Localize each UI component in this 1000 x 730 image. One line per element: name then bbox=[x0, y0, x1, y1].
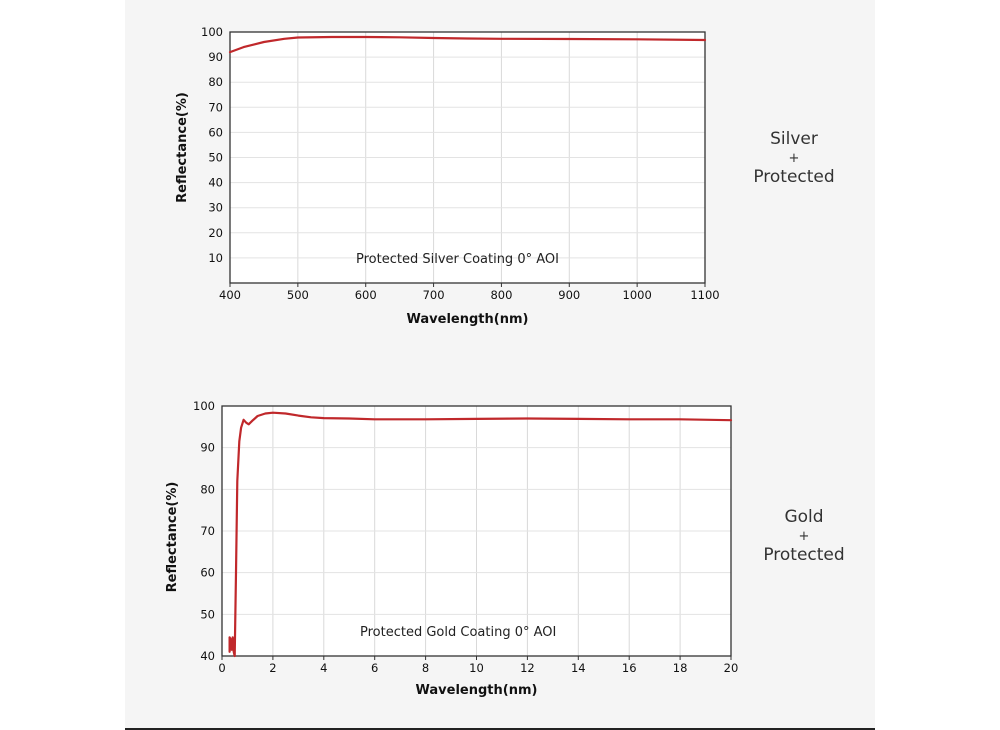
gold-y-axis-title: Reflectance(%) bbox=[165, 482, 180, 593]
silver-x-tick-label: 400 bbox=[219, 288, 241, 302]
gold-x-tick-label: 20 bbox=[724, 661, 739, 675]
gold-side-label-metal: Gold bbox=[784, 507, 824, 527]
gold-y-tick-label: 40 bbox=[200, 649, 215, 663]
silver-x-tick-label: 600 bbox=[355, 288, 377, 302]
silver-series-line bbox=[228, 35, 707, 54]
gold-side-label-plus: + bbox=[798, 529, 810, 544]
silver-y-tick-label: 20 bbox=[208, 226, 223, 240]
silver-side-label-plus: + bbox=[788, 151, 800, 166]
silver-side-label-protected: Protected bbox=[753, 167, 835, 187]
gold-y-tick-label: 60 bbox=[200, 566, 215, 580]
silver-annotation: Protected Silver Coating 0° AOI bbox=[356, 252, 559, 267]
silver-y-tick-label: 50 bbox=[208, 151, 223, 165]
silver-x-tick-label: 800 bbox=[490, 288, 512, 302]
gold-y-tick-label: 80 bbox=[200, 482, 215, 496]
gold-x-tick-label: 10 bbox=[469, 661, 484, 675]
silver-reflectance-chart: 400 500 600 700 800 900 1000 1100 10 20 30 40 50 60 70… bbox=[175, 25, 720, 327]
silver-x-tick-label: 700 bbox=[423, 288, 445, 302]
silver-y-tick-label: 90 bbox=[208, 50, 223, 64]
gold-grid bbox=[222, 406, 731, 656]
gold-y-tick-label: 100 bbox=[193, 399, 215, 413]
silver-series bbox=[228, 35, 707, 54]
gold-x-tick-label: 18 bbox=[673, 661, 688, 675]
gold-annotation: Protected Gold Coating 0° AOI bbox=[360, 625, 556, 640]
gold-x-tick-label: 12 bbox=[520, 661, 535, 675]
gold-side-label: Gold + Protected bbox=[724, 508, 884, 565]
gold-series bbox=[228, 411, 733, 658]
gold-x-tick-label: 16 bbox=[622, 661, 637, 675]
silver-x-tick-label: 1100 bbox=[690, 288, 719, 302]
silver-y-tick-label: 10 bbox=[208, 251, 223, 265]
gold-labels: 0 2 4 6 8 10 12 14 16 18 20 40 50 60 70 80 90 100 Waveleng… bbox=[165, 399, 738, 698]
silver-y-tick-label: 100 bbox=[201, 25, 223, 39]
silver-labels: 400 500 600 700 800 900 1000 1100 10 20 30 40 50 60 70… bbox=[175, 25, 720, 327]
silver-y-tick-label: 80 bbox=[208, 75, 223, 89]
gold-x-tick-label: 14 bbox=[571, 661, 586, 675]
gold-side-label-protected: Protected bbox=[763, 545, 845, 565]
gold-x-tick-label: 8 bbox=[422, 661, 429, 675]
gold-x-tick-label: 6 bbox=[371, 661, 378, 675]
silver-y-tick-label: 30 bbox=[208, 201, 223, 215]
silver-y-tick-label: 70 bbox=[208, 100, 223, 114]
silver-axes bbox=[229, 31, 706, 287]
gold-x-axis-title: Wavelength(nm) bbox=[416, 683, 538, 698]
gold-y-tick-label: 70 bbox=[200, 524, 215, 538]
gold-x-tick-label: 4 bbox=[320, 661, 327, 675]
gold-series-line bbox=[228, 411, 733, 658]
silver-x-tick-label: 500 bbox=[287, 288, 309, 302]
gold-axes bbox=[221, 405, 732, 660]
silver-side-label: Silver + Protected bbox=[714, 130, 874, 187]
silver-side-label-metal: Silver bbox=[770, 129, 818, 149]
silver-y-tick-label: 60 bbox=[208, 125, 223, 139]
silver-x-tick-label: 900 bbox=[558, 288, 580, 302]
silver-y-axis-title: Reflectance(%) bbox=[175, 92, 190, 203]
gold-y-tick-label: 90 bbox=[200, 441, 215, 455]
silver-grid bbox=[230, 32, 705, 283]
gold-y-tick-label: 50 bbox=[200, 607, 215, 621]
gold-x-tick-label: 2 bbox=[269, 661, 276, 675]
silver-y-tick-label: 40 bbox=[208, 176, 223, 190]
silver-x-tick-label: 1000 bbox=[623, 288, 652, 302]
silver-x-axis-title: Wavelength(nm) bbox=[407, 312, 529, 327]
gold-x-tick-label: 0 bbox=[218, 661, 225, 675]
silver-plot-frame bbox=[229, 31, 706, 284]
